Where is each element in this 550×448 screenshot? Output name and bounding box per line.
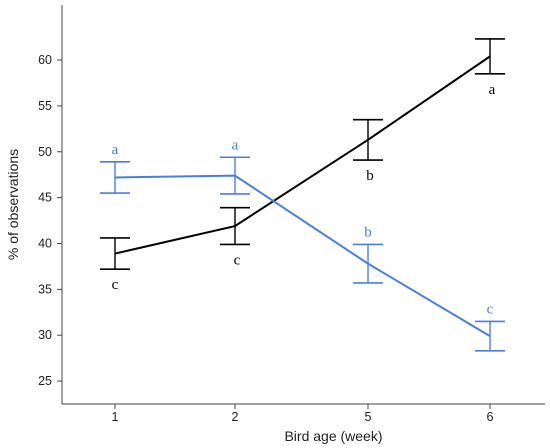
x-ticks: 1 2 5 6 — [112, 404, 494, 424]
series-0: c c b a — [100, 38, 505, 293]
significance-letter: a — [489, 82, 496, 98]
y-tick-label: 60 — [38, 53, 52, 67]
y-tick-label: 50 — [38, 145, 52, 159]
x-tick-label: 6 — [487, 410, 494, 424]
significance-letter: b — [364, 224, 372, 240]
y-tick-label: 55 — [38, 99, 52, 113]
significance-letter: c — [487, 301, 494, 317]
y-tick-label: 35 — [38, 282, 52, 296]
y-tick-label: 40 — [38, 236, 52, 250]
x-tick-label: 2 — [232, 410, 239, 424]
significance-letter: b — [366, 168, 374, 184]
x-tick-label: 5 — [365, 410, 372, 424]
y-tick-label: 30 — [38, 328, 52, 342]
y-axis-label: % of observations — [5, 149, 21, 260]
y-tick-label: 25 — [38, 374, 52, 388]
series-layer: c c b a a a b c — [100, 38, 505, 352]
series-line — [114, 55, 491, 255]
series-1: a a b c — [100, 137, 505, 352]
series-line — [114, 174, 491, 337]
y-tick-label: 45 — [38, 191, 52, 205]
significance-letter: c — [234, 252, 241, 268]
significance-letter: c — [112, 277, 119, 293]
x-tick-label: 1 — [112, 410, 119, 424]
y-ticks: 25 30 35 40 45 50 55 60 — [38, 53, 62, 388]
significance-letter: a — [232, 137, 239, 153]
x-axis-label: Bird age (week) — [284, 428, 382, 444]
significance-letter: a — [112, 142, 119, 158]
axes — [61, 5, 545, 405]
